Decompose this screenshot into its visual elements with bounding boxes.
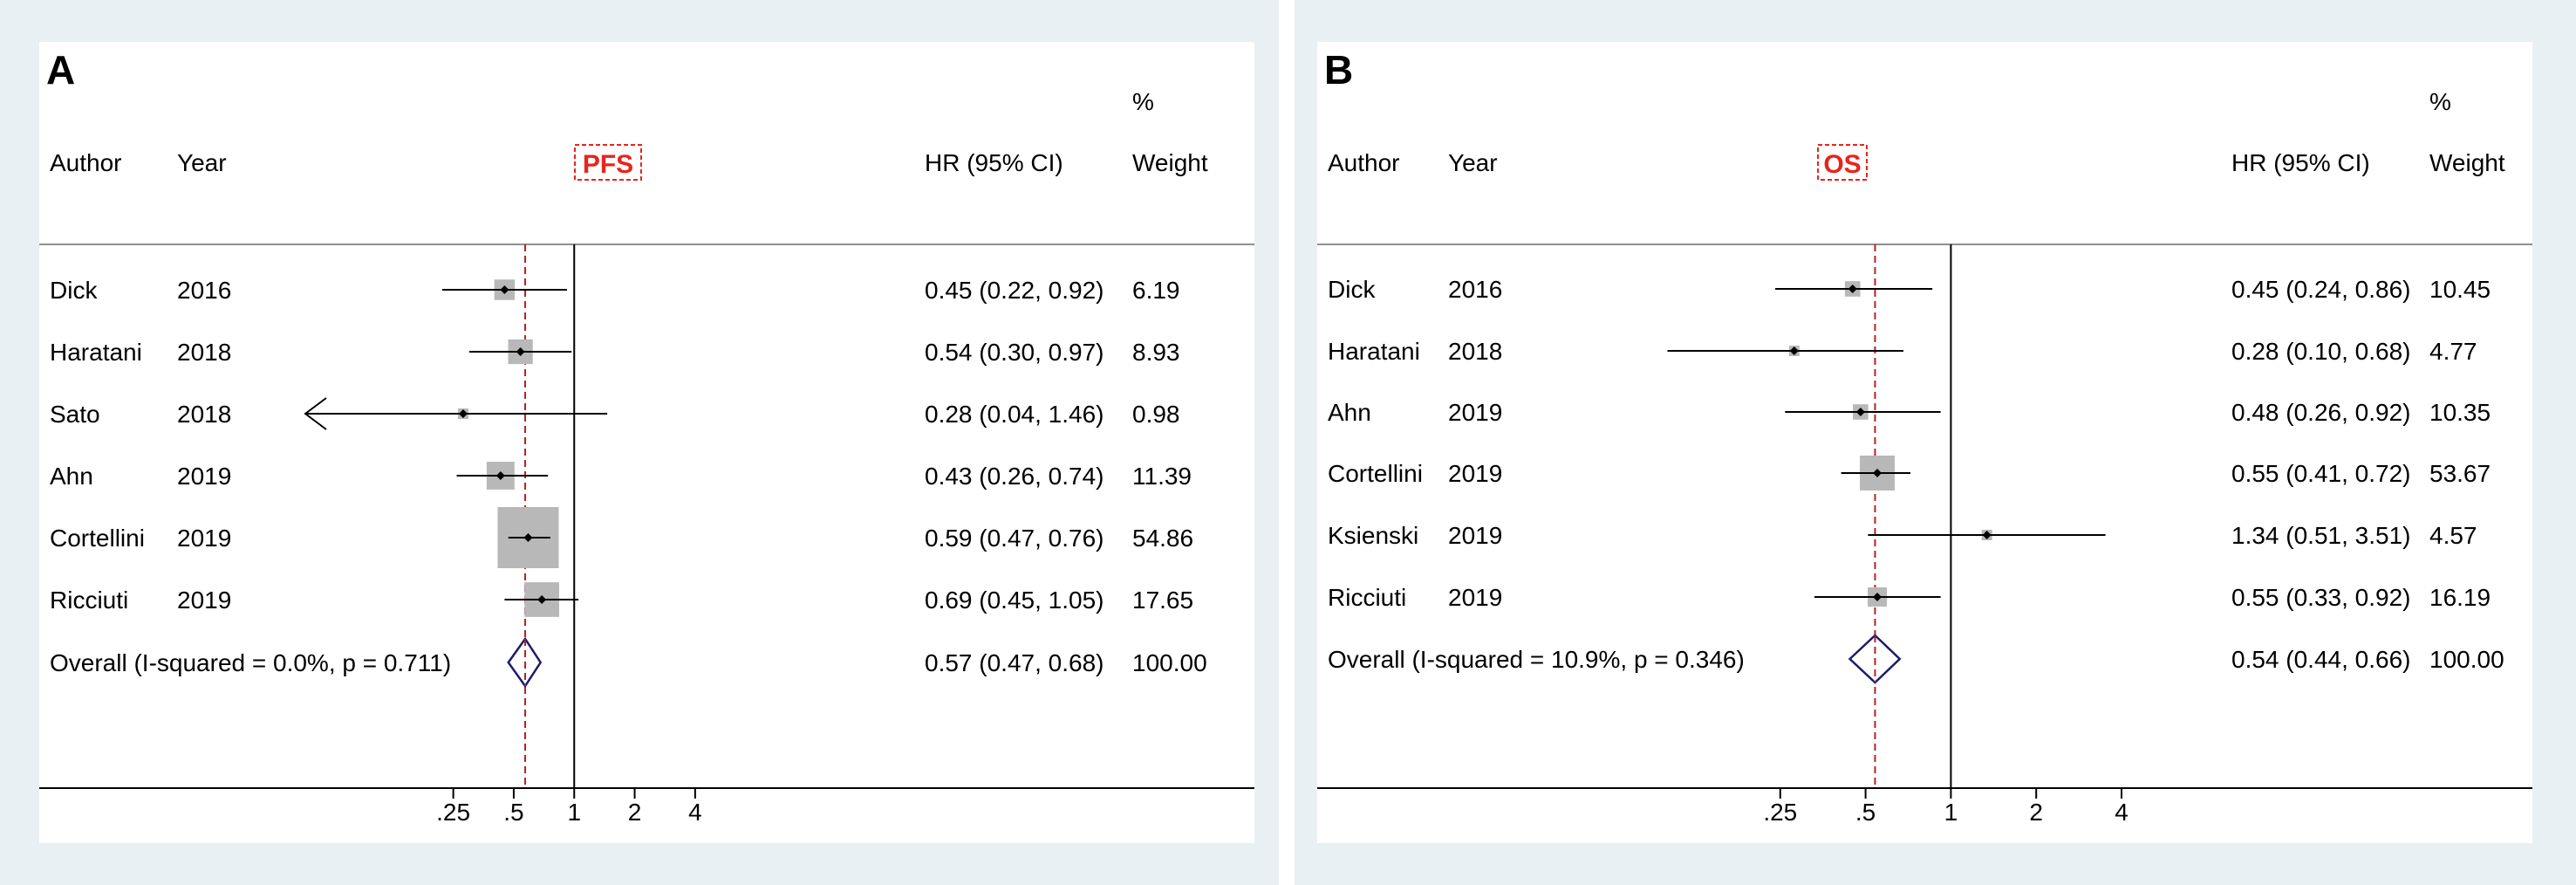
study-year: 2019 <box>177 525 231 552</box>
forest-plot-pfs: A Author Year HR (95% CI)% Weight PFS .25 .5 1 2 4… <box>39 47 1254 826</box>
forest-plot-os-panel: B Author Year HR (95% CI)% Weight OS .25 .5 1 2 4 D… <box>1317 42 2532 843</box>
study-point-estimate <box>495 471 505 480</box>
study-year: 2018 <box>177 339 231 366</box>
study-year: 2018 <box>1448 338 1502 365</box>
study-author: Ahn <box>1328 399 1371 426</box>
x-tick-label: 4 <box>2115 799 2128 826</box>
study-hr-ci: 0.55 (0.33, 0.92) <box>2231 584 2410 611</box>
x-tick-label: .25 <box>436 799 470 826</box>
study-point-estimate <box>1982 531 1992 539</box>
study-year: 2019 <box>1448 522 1502 549</box>
x-tick-label: .5 <box>503 799 523 826</box>
study-weight: 0.98 <box>1132 401 1180 428</box>
x-tick-label: 1 <box>1944 799 1958 826</box>
study-hr-ci: 1.34 (0.51, 3.51) <box>2231 522 2410 549</box>
study-weight: 4.77 <box>2429 338 2477 365</box>
study-point-estimate <box>1848 285 1857 293</box>
overall-weight: 100.00 <box>2429 646 2504 673</box>
study-author: Sato <box>50 401 100 428</box>
study-year: 2019 <box>177 463 231 490</box>
study-author: Cortellini <box>50 525 145 552</box>
study-weight: 4.57 <box>2429 522 2477 549</box>
x-tick-label: 2 <box>628 799 642 826</box>
study-weight: 11.39 <box>1132 463 1192 490</box>
panel-label: A <box>46 47 75 93</box>
study-year: 2018 <box>177 401 231 428</box>
overall-weight: 100.00 <box>1132 649 1207 676</box>
study-author: Dick <box>1328 276 1376 303</box>
column-header-percent: % <box>2429 88 2451 115</box>
x-tick-label: 2 <box>2029 799 2043 826</box>
study-year: 2016 <box>1448 276 1502 303</box>
x-tick-label: 4 <box>688 799 702 826</box>
forest-plot-pfs-panel: A Author Year HR (95% CI)% Weight PFS .25 .5 1 2 4… <box>39 42 1254 843</box>
study-hr-ci: 0.45 (0.22, 0.92) <box>925 277 1104 304</box>
study-weight: 54.86 <box>1132 525 1193 552</box>
panel-label: B <box>1324 47 1353 93</box>
study-hr-ci: 0.55 (0.41, 0.72) <box>2231 460 2410 487</box>
chart-title: PFS <box>583 150 633 179</box>
column-header-author: Author <box>50 149 122 176</box>
study-weight: 10.45 <box>2429 276 2491 303</box>
x-tick-label: .5 <box>1855 799 1876 826</box>
column-header-year: Year <box>177 149 227 176</box>
study-hr-ci: 0.28 (0.04, 1.46) <box>925 401 1104 428</box>
study-year: 2019 <box>1448 584 1502 611</box>
study-point-estimate <box>458 409 468 418</box>
chart-title-box <box>574 144 642 181</box>
study-year: 2019 <box>177 587 231 614</box>
column-header-author: Author <box>1328 149 1400 176</box>
x-tick-label: .25 <box>1763 799 1797 826</box>
study-author: Cortellini <box>1328 460 1423 487</box>
study-weight: 17.65 <box>1132 587 1193 614</box>
study-hr-ci: 0.59 (0.47, 0.76) <box>925 525 1104 552</box>
column-header-weight: Weight <box>2429 149 2505 176</box>
study-author: Dick <box>50 277 98 304</box>
column-header-hr: HR (95% CI) <box>2231 149 2370 176</box>
study-weight: 6.19 <box>1132 277 1180 304</box>
study-year: 2019 <box>1448 399 1502 426</box>
study-hr-ci: 0.43 (0.26, 0.74) <box>925 463 1104 490</box>
study-weight: 16.19 <box>2429 584 2491 611</box>
study-hr-ci: 0.48 (0.26, 0.92) <box>2231 399 2410 426</box>
study-point-estimate <box>1873 593 1882 601</box>
study-point-estimate <box>1873 469 1882 477</box>
study-author: Haratani <box>1328 338 1420 365</box>
overall-label: Overall (I-squared = 10.9%, p = 0.346) <box>1328 646 1745 673</box>
chart-title: OS <box>1823 150 1861 179</box>
study-point-estimate <box>537 595 547 604</box>
study-hr-ci: 0.28 (0.10, 0.68) <box>2231 338 2410 365</box>
study-author: Ricciuti <box>1328 584 1406 611</box>
study-hr-ci: 0.69 (0.45, 1.05) <box>925 587 1104 614</box>
forest-plot-os: B Author Year HR (95% CI)% Weight OS .25 .5 1 2 4 D… <box>1317 47 2532 826</box>
truncation-arrow <box>304 397 327 430</box>
overall-hr-ci: 0.54 (0.44, 0.66) <box>2231 646 2410 673</box>
study-point-estimate <box>500 285 509 294</box>
column-header-year: Year <box>1448 149 1498 176</box>
overall-label: Overall (I-squared = 0.0%, p = 0.711) <box>50 649 451 676</box>
study-weight: 10.35 <box>2429 399 2491 426</box>
study-author: Ksienski <box>1328 522 1418 549</box>
column-header-weight: Weight <box>1132 149 1208 176</box>
panel-separator <box>1279 0 1295 885</box>
study-point-estimate <box>1855 408 1865 416</box>
study-weight: 8.93 <box>1132 339 1180 366</box>
study-year: 2019 <box>1448 460 1502 487</box>
study-point-estimate <box>523 533 533 542</box>
column-header-percent: % <box>1132 88 1154 115</box>
study-hr-ci: 0.54 (0.30, 0.97) <box>925 339 1104 366</box>
study-weight: 53.67 <box>2429 460 2491 487</box>
column-header-hr: HR (95% CI) <box>925 149 1063 176</box>
study-year: 2016 <box>177 277 231 304</box>
x-tick-label: 1 <box>567 799 581 826</box>
overall-hr-ci: 0.57 (0.47, 0.68) <box>925 649 1104 676</box>
study-author: Ahn <box>50 463 93 490</box>
chart-title-box <box>1817 144 1868 181</box>
study-point-estimate <box>516 347 525 356</box>
study-author: Haratani <box>50 339 142 366</box>
study-point-estimate <box>1789 346 1799 355</box>
study-hr-ci: 0.45 (0.24, 0.86) <box>2231 276 2410 303</box>
study-author: Ricciuti <box>50 587 128 614</box>
